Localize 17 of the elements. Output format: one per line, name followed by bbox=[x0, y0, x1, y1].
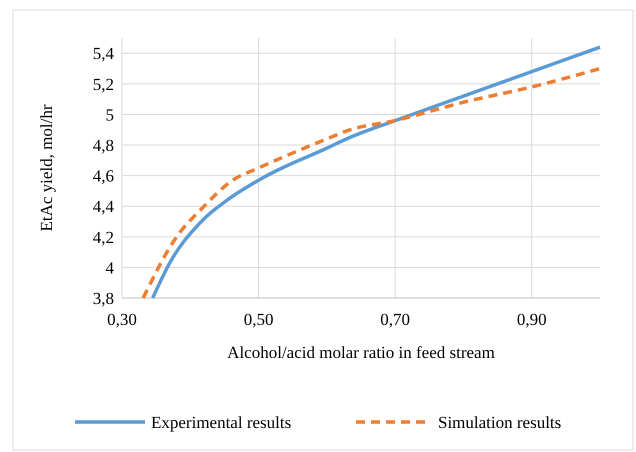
legend-label: Simulation results bbox=[438, 412, 562, 432]
y-tick-label: 4,4 bbox=[92, 197, 114, 216]
y-tick-label: 5,4 bbox=[92, 44, 114, 64]
x-tick-label: 0,70 bbox=[380, 310, 410, 329]
y-axis-title: EtAc yield, mol/hr bbox=[37, 104, 56, 232]
y-tick-label: 4,8 bbox=[92, 136, 114, 156]
y-tick-label: 5 bbox=[106, 105, 114, 124]
x-axis-title: Alcohol/acid molar ratio in feed stream bbox=[227, 343, 495, 362]
y-tick-label: 3,8 bbox=[92, 288, 114, 308]
x-tick-label: 0,30 bbox=[107, 310, 137, 329]
x-tick-label: 0,50 bbox=[244, 310, 274, 329]
y-tick-label: 4,2 bbox=[92, 228, 114, 247]
y-tick-label: 5,2 bbox=[92, 74, 114, 94]
y-tick-label: 4 bbox=[106, 258, 114, 278]
legend-label: Experimental results bbox=[151, 412, 292, 432]
x-tick-label: 0,90 bbox=[516, 310, 547, 329]
y-tick-label: 4,6 bbox=[92, 166, 114, 186]
